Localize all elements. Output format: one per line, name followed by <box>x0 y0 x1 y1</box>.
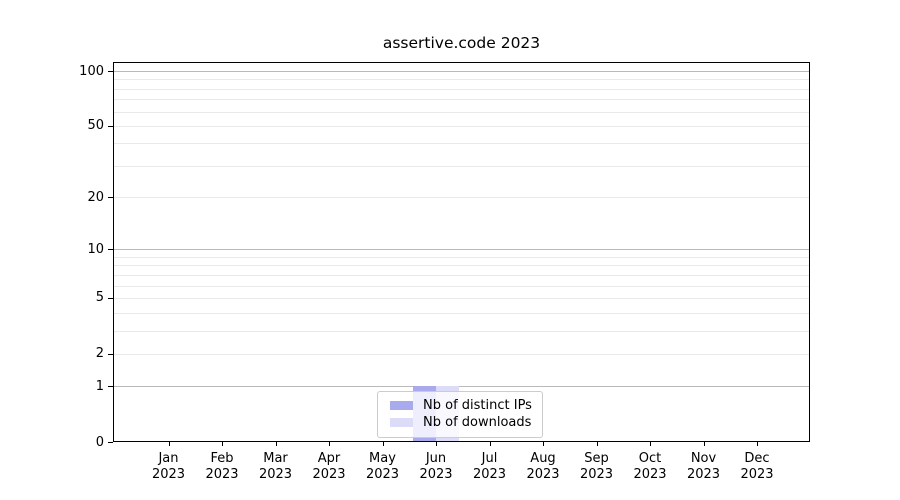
y-tick-label: 10 <box>87 241 104 257</box>
x-tick-mark <box>222 442 223 446</box>
x-tick-mark <box>757 442 758 446</box>
x-tick-year: 2023 <box>740 466 774 482</box>
x-tick-month: Mar <box>263 451 288 466</box>
minor-gridline <box>114 88 809 90</box>
chart-title: assertive.code 2023 <box>382 34 541 52</box>
x-tick-label: Feb 2023 <box>182 451 262 482</box>
y-tick-mark <box>108 249 113 251</box>
minor-gridline <box>114 165 809 167</box>
x-tick-month: Apr <box>317 451 341 466</box>
y-tick-label: 20 <box>87 189 104 205</box>
x-tick-year: 2023 <box>205 466 239 482</box>
x-tick-year: 2023 <box>526 466 560 482</box>
x-tick-mark <box>275 442 277 446</box>
x-tick-label: Apr 2023 <box>289 451 369 482</box>
x-tick-month: Sep <box>584 451 609 466</box>
x-tick-year: 2023 <box>258 466 293 482</box>
y-tick-label: 2 <box>95 346 104 362</box>
x-tick-year: 2023 <box>579 466 614 482</box>
legend-row: Nb of downloads <box>378 414 542 431</box>
x-tick-mark <box>543 442 544 446</box>
y-tick-mark <box>108 71 113 73</box>
legend-swatch-distinct-ips <box>390 401 413 410</box>
x-tick-month: Feb <box>210 451 234 466</box>
x-tick-year: 2023 <box>151 466 186 482</box>
x-tick-year: 2023 <box>472 466 507 482</box>
x-tick-label: Mar 2023 <box>236 451 316 482</box>
legend: Nb of distinct IPs Nb of downloads <box>377 391 543 438</box>
minor-gridline <box>114 99 809 101</box>
y-tick-label: 1 <box>95 378 104 394</box>
major-gridline <box>114 386 809 388</box>
y-tick-mark <box>108 386 113 388</box>
y-tick-label: 5 <box>95 290 104 306</box>
x-tick-month: Jul <box>481 451 498 466</box>
x-tick-year: 2023 <box>686 466 721 482</box>
x-tick-month: Oct <box>638 451 662 466</box>
y-tick-mark <box>108 297 113 299</box>
minor-gridline <box>114 265 809 267</box>
x-tick-month: Aug <box>530 451 556 466</box>
x-tick-mark <box>650 442 651 446</box>
x-tick-mark <box>329 442 330 446</box>
legend-rows: Nb of distinct IPs Nb of downloads <box>378 397 542 431</box>
minor-gridline <box>114 274 809 276</box>
minor-gridline <box>114 312 809 314</box>
y-tick-mark <box>108 353 113 355</box>
x-tick-label: Jul 2023 <box>450 451 530 482</box>
x-tick-label: Oct 2023 <box>610 451 690 482</box>
minor-gridline <box>114 353 809 355</box>
x-tick-month: Nov <box>690 451 717 466</box>
minor-gridline <box>114 125 809 127</box>
major-gridline <box>114 71 809 73</box>
x-tick-mark <box>168 442 170 446</box>
y-tick-mark <box>108 197 113 199</box>
x-tick-mark <box>382 442 384 446</box>
x-tick-year: 2023 <box>312 466 346 482</box>
minor-gridline <box>114 285 809 287</box>
y-tick-label: 0 <box>95 434 104 450</box>
major-gridline <box>114 249 809 251</box>
legend-row: Nb of distinct IPs <box>378 397 542 414</box>
x-tick-month: Dec <box>744 451 770 466</box>
minor-gridline <box>114 297 809 299</box>
x-tick-year: 2023 <box>633 466 667 482</box>
minor-gridline <box>114 256 809 258</box>
x-tick-month: May <box>369 451 396 466</box>
legend-swatch-downloads <box>390 418 413 427</box>
x-tick-label: Jun 2023 <box>396 451 476 482</box>
y-tick-label: 50 <box>87 118 104 134</box>
x-tick-mark <box>436 442 437 446</box>
x-tick-year: 2023 <box>365 466 400 482</box>
minor-gridline <box>114 79 809 81</box>
x-tick-label: Jan 2023 <box>129 451 209 482</box>
minor-gridline <box>114 143 809 145</box>
minor-gridline <box>114 330 809 332</box>
x-tick-month: Jan <box>158 451 179 466</box>
y-tick-mark <box>108 442 113 443</box>
y-tick-label: 100 <box>79 63 104 79</box>
x-tick-label: Dec 2023 <box>717 451 797 482</box>
x-tick-year: 2023 <box>419 466 453 482</box>
legend-label: Nb of downloads <box>423 415 532 430</box>
x-tick-label: Aug 2023 <box>503 451 583 482</box>
x-tick-label: Sep 2023 <box>557 451 637 482</box>
x-tick-month: Jun <box>425 451 447 466</box>
x-tick-mark <box>703 442 705 446</box>
x-tick-mark <box>489 442 491 446</box>
legend-label: Nb of distinct IPs <box>423 398 532 413</box>
x-tick-label: Nov 2023 <box>664 451 744 482</box>
y-tick-mark <box>108 125 113 127</box>
minor-gridline <box>114 111 809 113</box>
plot-area <box>113 62 810 442</box>
x-tick-mark <box>596 442 598 446</box>
x-tick-label: May 2023 <box>343 451 423 482</box>
minor-gridline <box>114 197 809 199</box>
